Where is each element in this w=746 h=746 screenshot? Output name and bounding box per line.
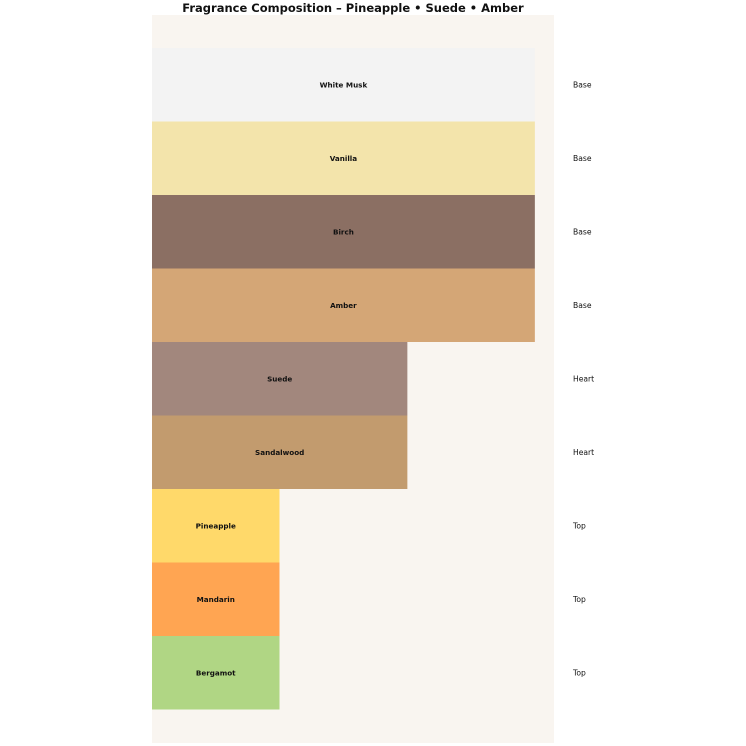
bars-group bbox=[152, 48, 535, 710]
tier-label-mandarin: Top bbox=[572, 595, 586, 604]
bar-amber bbox=[152, 268, 535, 342]
tier-label-bergamot: Top bbox=[572, 668, 586, 677]
tier-labels-group: Base Base Base Base Heart Heart Top Top Top bbox=[572, 80, 594, 677]
bar-label-mandarin: Mandarin bbox=[197, 595, 235, 604]
tier-label-sandalwood: Heart bbox=[573, 448, 594, 457]
bar-birch bbox=[152, 195, 535, 269]
bar-mandarin bbox=[152, 562, 280, 636]
bar-label-suede: Suede bbox=[267, 374, 292, 383]
bar-label-sandalwood: Sandalwood bbox=[255, 448, 304, 457]
tier-label-amber: Base bbox=[573, 301, 592, 310]
bar-vanilla bbox=[152, 121, 535, 195]
bar-bergamot bbox=[152, 636, 280, 710]
tier-label-vanilla: Base bbox=[573, 154, 592, 163]
bar-suede bbox=[152, 342, 408, 416]
tier-label-suede: Heart bbox=[573, 374, 594, 383]
bar-white-musk bbox=[152, 48, 535, 122]
bar-labels-group: White Musk Vanilla Birch Amber Suede Sandalwo… bbox=[196, 80, 368, 677]
chart-title: Fragrance Composition – Pineapple • Sued… bbox=[182, 1, 524, 15]
bar-label-bergamot: Bergamot bbox=[196, 668, 236, 677]
tier-label-birch: Base bbox=[573, 227, 592, 236]
bar-sandalwood bbox=[152, 415, 408, 489]
bar-label-pineapple: Pineapple bbox=[196, 521, 236, 530]
tier-label-white-musk: Base bbox=[573, 80, 592, 89]
bar-pineapple bbox=[152, 489, 280, 563]
tier-label-pineapple: Top bbox=[572, 521, 586, 530]
bar-label-vanilla: Vanilla bbox=[330, 154, 358, 163]
bar-label-birch: Birch bbox=[333, 227, 354, 236]
bar-label-amber: Amber bbox=[330, 301, 357, 310]
bar-label-white-musk: White Musk bbox=[320, 80, 368, 89]
